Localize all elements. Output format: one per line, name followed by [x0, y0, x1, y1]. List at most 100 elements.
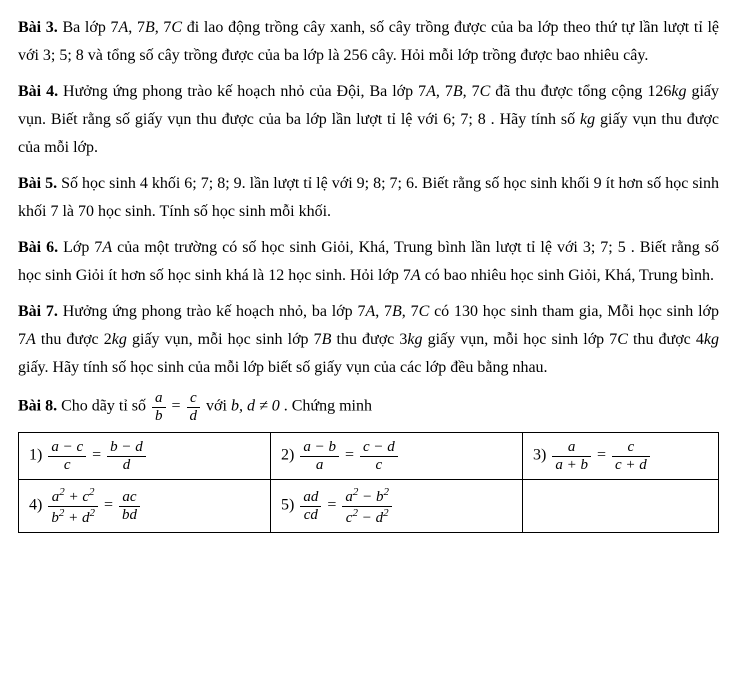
numerator: c	[612, 439, 650, 456]
cell-4: 4) a2 + c2 b2 + d2 = acbd	[19, 480, 271, 533]
equals: =	[327, 497, 340, 514]
cell-2: 2) a − ba = c − dc	[271, 433, 523, 480]
fraction: c − dc	[360, 439, 398, 473]
numerator: ad	[300, 489, 321, 506]
var-A: A	[426, 83, 436, 100]
cell-empty	[523, 480, 719, 533]
index: 1)	[29, 447, 46, 464]
unit-kg: kg	[407, 331, 422, 348]
fraction: adcd	[300, 489, 321, 523]
var-A: A	[365, 303, 375, 320]
denominator: c	[360, 456, 398, 474]
problem-7-label: Bài 7.	[18, 303, 58, 320]
cell-5: 5) adcd = a2 − b2 c2 − d2	[271, 480, 523, 533]
var-B: B	[322, 331, 332, 348]
text: , 7	[402, 303, 419, 320]
text: Hưởng ứng phong trào kế hoạch nhỏ của Độ…	[58, 83, 426, 100]
text: Lớp 7	[58, 239, 102, 256]
text: Ba lớp 7	[58, 19, 119, 36]
fraction: a − ba	[300, 439, 339, 473]
denominator: c	[48, 456, 86, 474]
denominator: d	[187, 407, 201, 425]
denominator: a + b	[552, 456, 591, 474]
text: , 7	[436, 83, 453, 100]
numerator: a2 + c2	[48, 486, 98, 506]
problem-4-label: Bài 4.	[18, 83, 58, 100]
table-row: 1) a − cc = b − dd 2) a − ba = c − dc 3)…	[19, 433, 719, 480]
text: thu được 3	[331, 331, 407, 348]
text: thu được 4	[628, 331, 704, 348]
problem-8-label: Bài 8.	[18, 398, 57, 415]
numerator: a	[152, 390, 166, 407]
problem-3: Bài 3. Ba lớp 7A, 7B, 7C đi lao động trồ…	[18, 14, 719, 70]
numerator: c	[187, 390, 201, 407]
denominator: cd	[300, 506, 321, 524]
equals: =	[597, 447, 610, 464]
unit-kg: kg	[580, 111, 595, 128]
text: Cho dãy tỉ số	[57, 398, 150, 415]
denominator: b2 + d2	[48, 506, 98, 527]
var-C: C	[480, 83, 491, 100]
numerator: ac	[119, 489, 140, 506]
var-B: B	[453, 83, 463, 100]
numerator: a2 − b2	[342, 486, 392, 506]
equals: =	[345, 447, 358, 464]
text: . Chứng minh	[280, 398, 372, 415]
fraction: a2 + c2 b2 + d2	[48, 486, 98, 526]
text: , 7	[155, 19, 172, 36]
table-row: 4) a2 + c2 b2 + d2 = acbd 5) adcd = a2 −…	[19, 480, 719, 533]
var-A: A	[411, 267, 421, 284]
text: Số học sinh 4 khối 6; 7; 8; 9. lần lượt …	[18, 175, 719, 220]
equals: =	[92, 447, 105, 464]
denominator: bd	[119, 506, 140, 524]
unit-kg: kg	[671, 83, 686, 100]
var-A: A	[102, 239, 112, 256]
var-C: C	[617, 331, 628, 348]
var-B: B	[145, 19, 155, 36]
denominator: a	[300, 456, 339, 474]
text: giấy. Hãy tính số học sinh của mỗi lớp b…	[18, 359, 548, 376]
numerator: a	[552, 439, 591, 456]
index: 5)	[281, 497, 298, 514]
fraction: aa + b	[552, 439, 591, 473]
denominator: b	[152, 407, 166, 425]
equals: =	[172, 398, 185, 415]
text: giấy vụn, mỗi học sinh lớp 7	[422, 331, 617, 348]
problem-6-label: Bài 6.	[18, 239, 58, 256]
unit-kg: kg	[112, 331, 127, 348]
var-A: A	[119, 19, 129, 36]
var-B: B	[392, 303, 402, 320]
text: thu được 2	[36, 331, 112, 348]
var-C: C	[419, 303, 430, 320]
problem-5-label: Bài 5.	[18, 175, 57, 192]
numerator: b − d	[107, 439, 146, 456]
fraction: ab	[152, 390, 166, 424]
fraction: cc + d	[612, 439, 650, 473]
cell-3: 3) aa + b = cc + d	[523, 433, 719, 480]
denominator: c2 − d2	[342, 506, 392, 527]
text: có bao nhiêu học sinh Giỏi, Khá, Trung b…	[421, 267, 714, 284]
denominator: d	[107, 456, 146, 474]
condition: b, d ≠ 0	[231, 398, 280, 415]
problem-7: Bài 7. Hưởng ứng phong trào kế hoạch nhỏ…	[18, 298, 719, 382]
numerator: a − c	[48, 439, 86, 456]
text: giấy vụn, mỗi học sinh lớp 7	[127, 331, 322, 348]
text: với	[206, 398, 231, 415]
text: Hưởng ứng phong trào kế hoạch nhỏ, ba lớ…	[58, 303, 366, 320]
text: đã thu được tổng cộng 126	[490, 83, 671, 100]
var-C: C	[171, 19, 182, 36]
problem-3-label: Bài 3.	[18, 19, 58, 36]
fraction: a − cc	[48, 439, 86, 473]
fraction: a2 − b2 c2 − d2	[342, 486, 392, 526]
numerator: a − b	[300, 439, 339, 456]
index: 2)	[281, 447, 298, 464]
index: 3)	[533, 447, 550, 464]
equals: =	[104, 497, 117, 514]
cell-1: 1) a − cc = b − dd	[19, 433, 271, 480]
problem-6: Bài 6. Lớp 7A của một trường có số học s…	[18, 234, 719, 290]
fraction: b − dd	[107, 439, 146, 473]
problem-8: Bài 8. Cho dãy tỉ số ab = cd với b, d ≠ …	[18, 390, 719, 424]
denominator: c + d	[612, 456, 650, 474]
unit-kg: kg	[704, 331, 719, 348]
text: , 7	[128, 19, 145, 36]
